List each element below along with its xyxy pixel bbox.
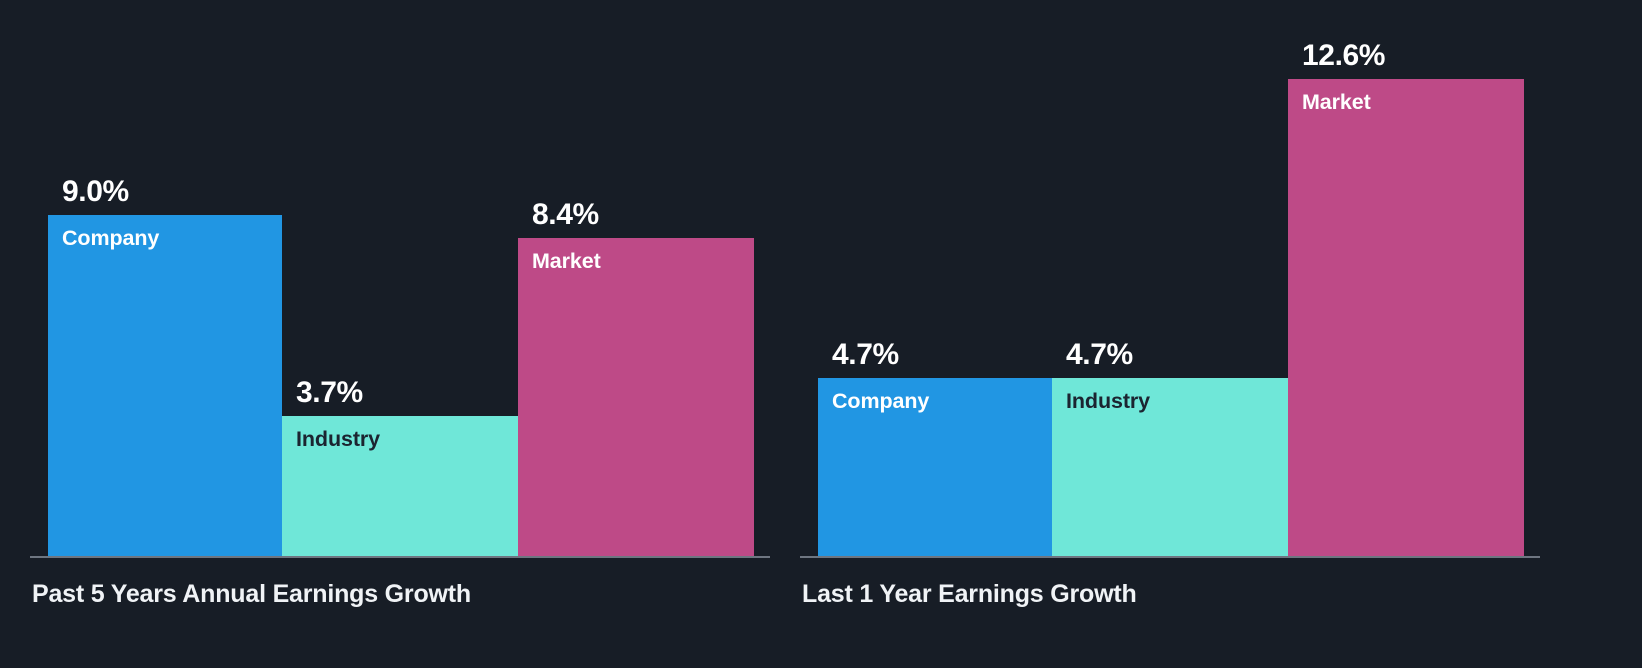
bar-market[interactable]: 12.6% Market xyxy=(1288,39,1524,556)
bar-series-label: Industry xyxy=(1066,389,1151,413)
bar-series-label: Market xyxy=(532,249,601,273)
bar-value-label: 4.7% xyxy=(832,338,899,371)
axis-line xyxy=(30,556,770,558)
plot-area: 9.0% Company 3.7% Industry 8.4% Market xyxy=(30,0,770,556)
bar-market[interactable]: 8.4% Market xyxy=(518,198,754,556)
bar-value-label: 4.7% xyxy=(1066,338,1133,371)
bar-value-label: 9.0% xyxy=(62,175,129,208)
bar-fill xyxy=(1288,79,1524,556)
bar-fill xyxy=(518,238,754,556)
bar-value-label: 8.4% xyxy=(532,198,599,231)
bar-value-label: 3.7% xyxy=(296,376,363,409)
plot-area: 4.7% Company 4.7% Industry 12.6% Market xyxy=(800,0,1540,556)
bar-value-label: 12.6% xyxy=(1302,39,1386,72)
bar-fill xyxy=(282,416,518,556)
axis-line xyxy=(800,556,1540,558)
bar-company[interactable]: 4.7% Company xyxy=(818,338,1052,556)
bar-series-label: Company xyxy=(832,389,930,413)
bar-series-label: Company xyxy=(62,226,160,250)
bar-fill xyxy=(48,215,282,556)
bar-series-label: Market xyxy=(1302,90,1371,114)
bar-industry[interactable]: 4.7% Industry xyxy=(1052,338,1288,556)
chart-title: Past 5 Years Annual Earnings Growth xyxy=(32,580,471,608)
chart-panel-last-1-year: 4.7% Company 4.7% Industry 12.6% Market … xyxy=(800,0,1540,668)
bar-company[interactable]: 9.0% Company xyxy=(48,175,282,556)
bar-series-label: Industry xyxy=(296,427,381,451)
chart-title: Last 1 Year Earnings Growth xyxy=(802,580,1137,608)
chart-panel-past-5-years: 9.0% Company 3.7% Industry 8.4% Market P… xyxy=(30,0,770,668)
bar-industry[interactable]: 3.7% Industry xyxy=(282,376,518,556)
bar-fill xyxy=(1052,378,1288,556)
bar-fill xyxy=(818,378,1052,556)
